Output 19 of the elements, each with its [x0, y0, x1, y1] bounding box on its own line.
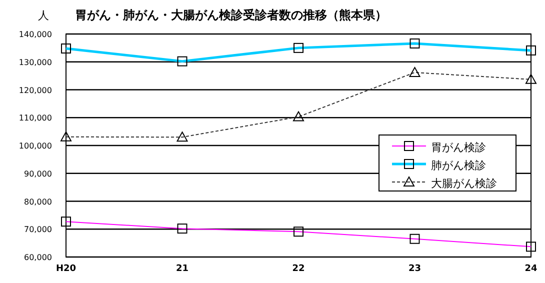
y-tick-label: 120,000 [18, 86, 52, 95]
x-tick-label: 22 [292, 264, 305, 274]
y-tick-label: 80,000 [24, 197, 52, 206]
y-tick-label: 60,000 [24, 253, 52, 262]
chart-title: 胃がん・肺がん・大腸がん検診受診者数の推移（熊本県） [75, 8, 387, 22]
y-tick-label: 70,000 [24, 225, 52, 234]
x-tick-label: 21 [176, 264, 189, 274]
x-tick-label: 23 [408, 264, 422, 274]
y-tick-label: 90,000 [24, 169, 52, 178]
y-axis-title: 人 [38, 9, 49, 22]
x-tick-label: 24 [524, 264, 538, 274]
y-tick-label: 100,000 [18, 142, 52, 150]
legend-label: 胃がん検診 [431, 141, 486, 154]
x-tick-label: H20 [56, 264, 76, 274]
y-tick-label: 110,000 [18, 114, 52, 123]
legend-label: 大腸がん検診 [431, 177, 497, 190]
y-tick-label: 130,000 [18, 58, 52, 67]
y-tick-label: 140,000 [18, 30, 52, 39]
legend-label: 肺がん検診 [431, 159, 486, 172]
